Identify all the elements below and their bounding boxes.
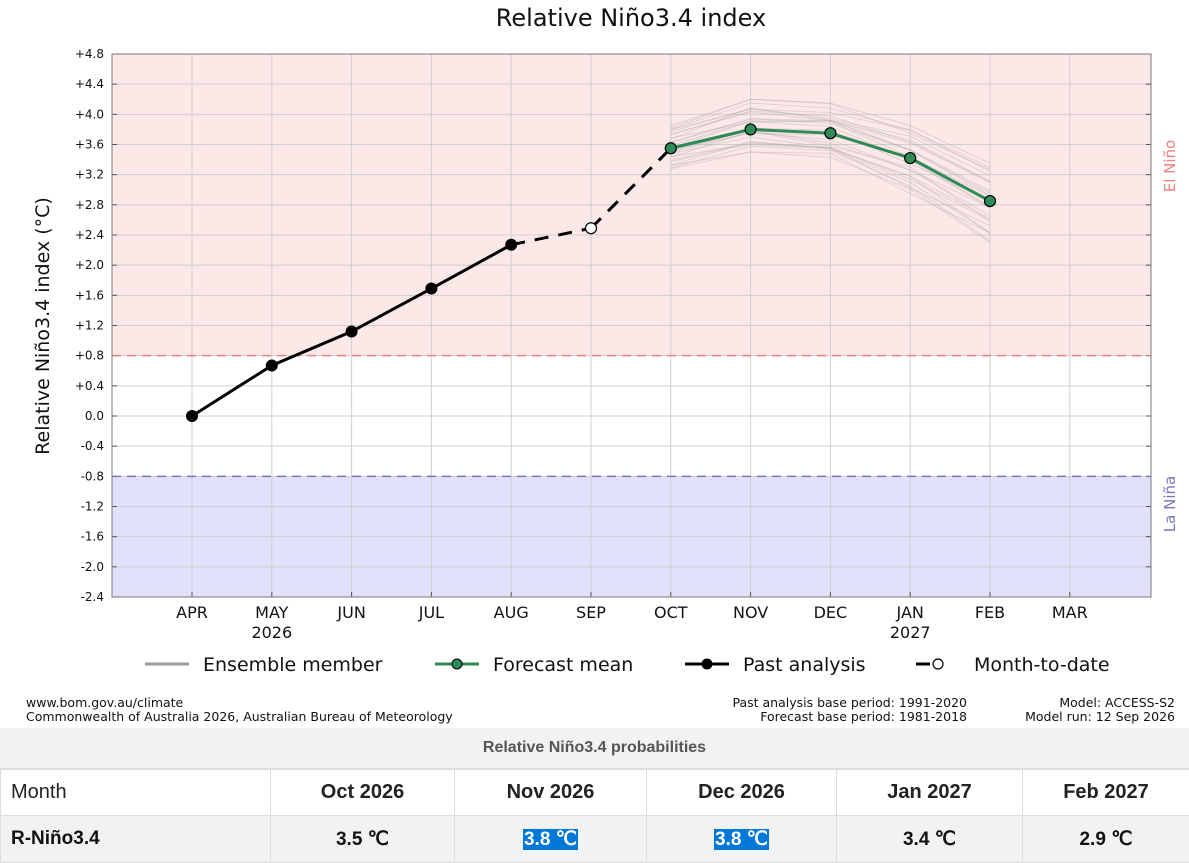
footer-model-run: Model run: 12 Sep 2026 bbox=[1025, 709, 1175, 724]
y-tick-label: +0.8 bbox=[75, 349, 104, 363]
y-tick-label: +4.0 bbox=[75, 107, 104, 121]
forecast-mean-point bbox=[745, 124, 756, 135]
y-tick-label: -2.0 bbox=[81, 560, 104, 574]
chart-title: Relative Niño3.4 index bbox=[496, 4, 766, 32]
column-header: Nov 2026 bbox=[455, 770, 647, 816]
y-tick-label: -2.4 bbox=[81, 590, 104, 604]
y-tick-label: -0.8 bbox=[81, 469, 104, 483]
y-tick-label: +2.0 bbox=[75, 258, 104, 272]
x-tick-label: NOV bbox=[733, 603, 768, 622]
nino34-chart: Relative Niño3.4 index Relative Niño3.4 … bbox=[0, 0, 1189, 728]
y-tick-label: +2.4 bbox=[75, 228, 104, 242]
value-cell: 3.5 ℃ bbox=[336, 829, 389, 850]
y-tick-label: +1.2 bbox=[75, 319, 104, 333]
footer-model: Model: ACCESS-S2 bbox=[1059, 695, 1175, 710]
value-cell-selected: 3.8 ℃ bbox=[714, 829, 769, 850]
y-tick-label: +4.8 bbox=[75, 47, 104, 61]
legend-forecast-marker bbox=[452, 659, 462, 669]
probabilities-caption: Relative Niño3.4 probabilities bbox=[0, 728, 1189, 769]
y-axis-label: Relative Niño3.4 index (°C) bbox=[32, 197, 54, 455]
chart-legend: Ensemble member Forecast mean Past analysi… bbox=[145, 654, 1110, 676]
legend-label: Month-to-date bbox=[974, 654, 1110, 676]
forecast-mean-point bbox=[825, 128, 836, 139]
y-tick-label: -1.2 bbox=[81, 500, 104, 514]
value-cell: 2.9 ℃ bbox=[1079, 829, 1132, 850]
x-tick-label: DEC bbox=[814, 603, 848, 622]
x-tick-label: JUL bbox=[418, 603, 444, 622]
y-tick-label: +4.4 bbox=[75, 77, 104, 91]
x-tick-label: OCT bbox=[654, 603, 688, 622]
past-analysis-point bbox=[426, 283, 437, 294]
legend-past-marker bbox=[702, 659, 712, 669]
forecast-mean-point bbox=[985, 196, 996, 207]
y-tick-label: +1.6 bbox=[75, 288, 104, 302]
column-header: Dec 2026 bbox=[647, 770, 837, 816]
value-cell-selected: 3.8 ℃ bbox=[523, 829, 578, 850]
month-header: Month bbox=[1, 770, 271, 816]
forecast-mean-point bbox=[665, 143, 676, 154]
y-tick-label: +3.6 bbox=[75, 138, 104, 152]
legend-label: Ensemble member bbox=[203, 654, 383, 676]
probabilities-table: Month Oct 2026 Nov 2026 Dec 2026 Jan 202… bbox=[0, 769, 1189, 863]
x-tick-label: MAR bbox=[1052, 603, 1088, 622]
x-tick-label: MAY bbox=[255, 603, 289, 622]
x-tick-label: FEB bbox=[975, 603, 1005, 622]
footer-forecast-base: Forecast base period: 1981-2018 bbox=[760, 709, 967, 724]
y-tick-label: 0.0 bbox=[85, 409, 104, 423]
y-tick-label: +3.2 bbox=[75, 168, 104, 182]
forecast-mean-point bbox=[905, 153, 916, 164]
y-tick-label: +2.8 bbox=[75, 198, 104, 212]
past-analysis-point bbox=[346, 326, 357, 337]
table-row: R-Niño3.4 3.5 ℃ 3.8 ℃ 3.8 ℃ 3.4 ℃ 2.9 ℃ bbox=[1, 816, 1189, 863]
x-tick-label: JUN bbox=[336, 603, 365, 622]
x-year-label: 2026 bbox=[251, 623, 292, 642]
probabilities-panel: Relative Niño3.4 probabilities Month Oct… bbox=[0, 728, 1189, 856]
month-to-date-point bbox=[586, 223, 597, 234]
legend-label: Past analysis bbox=[743, 654, 866, 676]
footer-past-base: Past analysis base period: 1991-2020 bbox=[732, 695, 967, 710]
column-header: Jan 2027 bbox=[837, 770, 1023, 816]
past-analysis-point bbox=[506, 239, 517, 250]
y-tick-label: -0.4 bbox=[81, 439, 104, 453]
legend-label: Forecast mean bbox=[493, 654, 633, 676]
y-tick-label: +0.4 bbox=[75, 379, 104, 393]
column-header: Oct 2026 bbox=[271, 770, 455, 816]
y-tick-label: -1.6 bbox=[81, 530, 104, 544]
legend-mtd-marker bbox=[933, 659, 943, 669]
value-cell: 3.4 ℃ bbox=[903, 829, 956, 850]
footer-url: www.bom.gov.au/climate bbox=[26, 695, 184, 710]
x-tick-label: APR bbox=[176, 603, 208, 622]
row-label: R-Niño3.4 bbox=[1, 816, 271, 863]
column-header: Feb 2027 bbox=[1023, 770, 1189, 816]
x-year-label: 2027 bbox=[890, 623, 931, 642]
table-header-row: Month Oct 2026 Nov 2026 Dec 2026 Jan 202… bbox=[1, 770, 1189, 816]
el-nino-label: El Niño bbox=[1161, 140, 1179, 193]
past-analysis-point bbox=[187, 411, 198, 422]
x-tick-label: JAN bbox=[896, 603, 924, 622]
x-tick-label: AUG bbox=[494, 603, 529, 622]
past-analysis-point bbox=[266, 360, 277, 371]
x-tick-label: SEP bbox=[576, 603, 606, 622]
footer-copyright: Commonwealth of Australia 2026, Australi… bbox=[26, 709, 453, 724]
la-nina-label: La Niña bbox=[1161, 476, 1179, 532]
